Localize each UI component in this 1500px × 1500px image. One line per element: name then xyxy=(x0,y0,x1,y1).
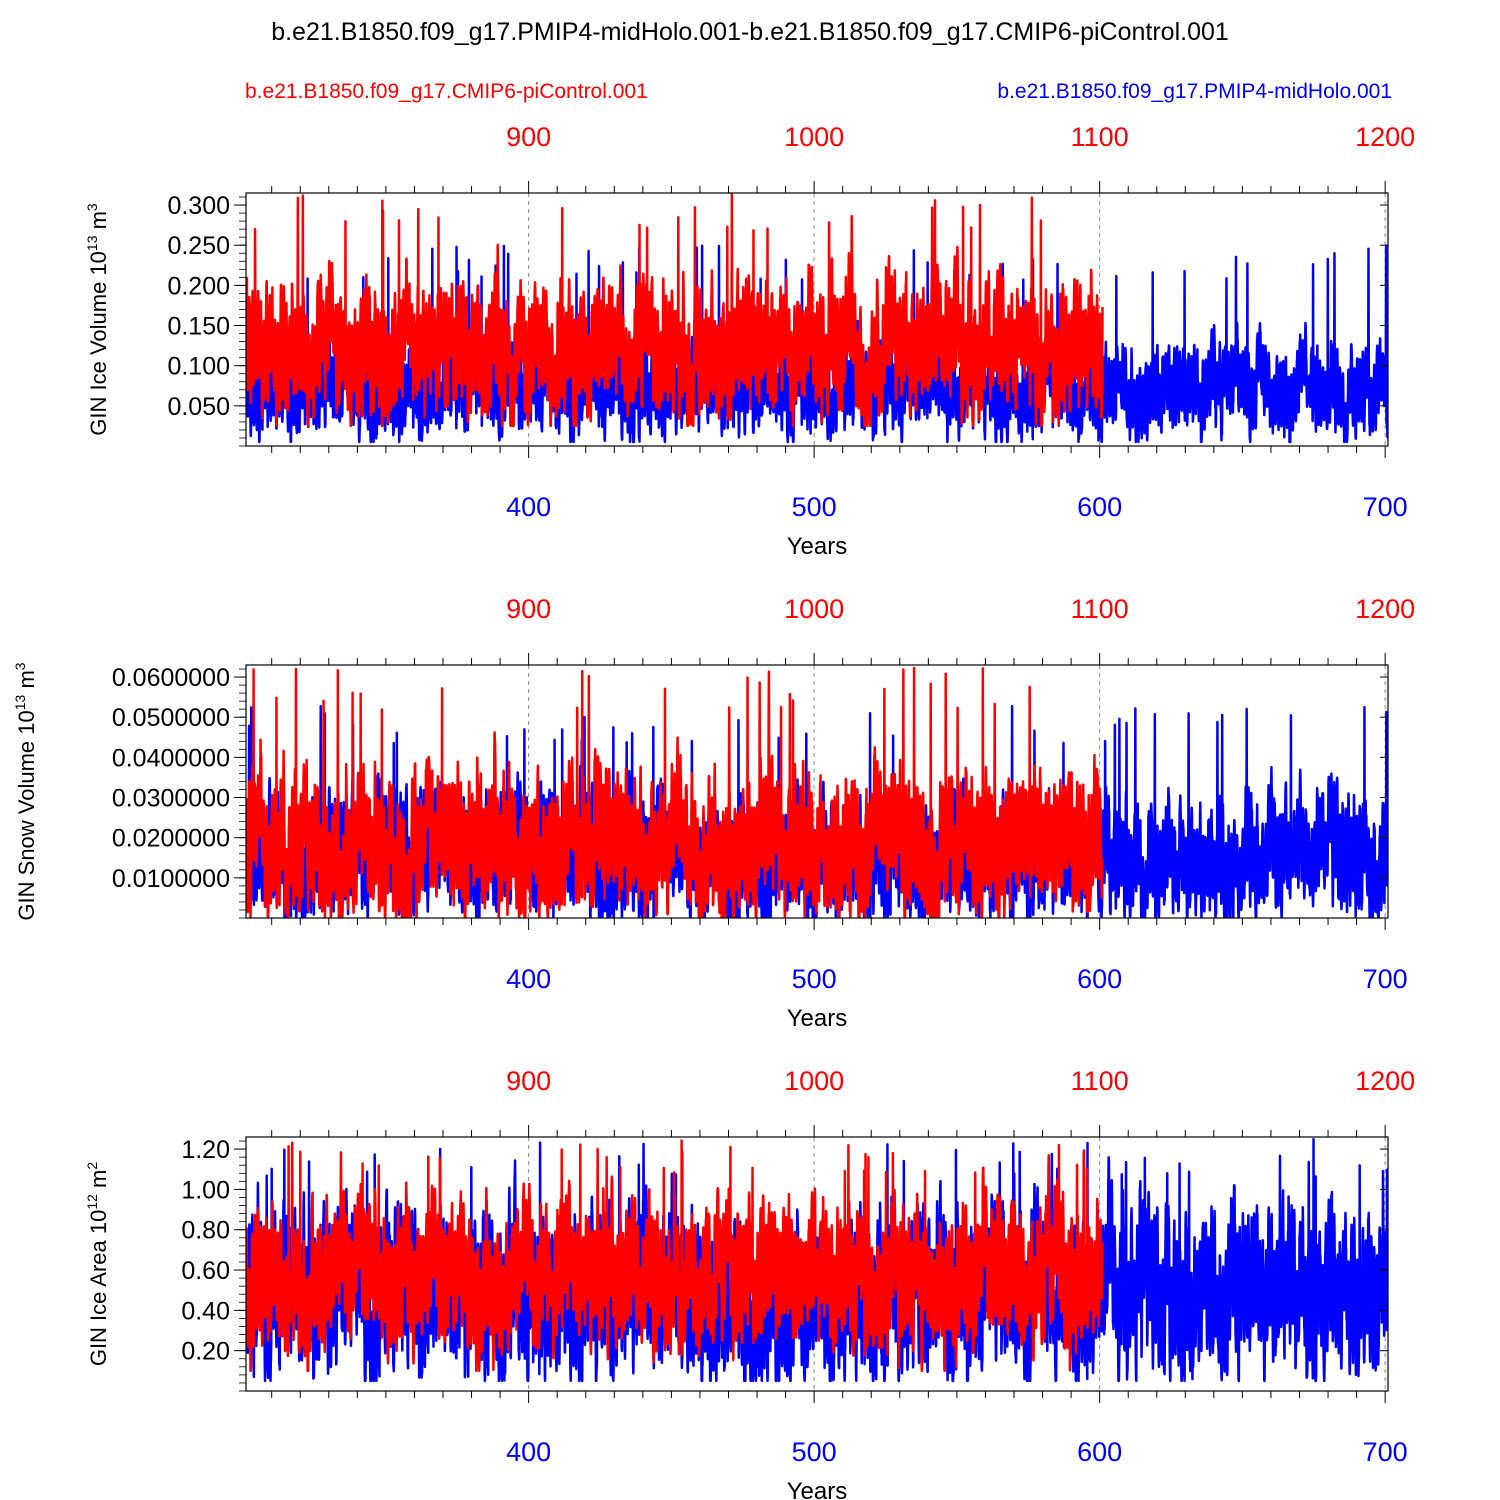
ytick-label-5: 1.20 xyxy=(181,1136,230,1164)
ytick-label-5: 0.0600000 xyxy=(112,664,230,692)
xtick-label-top-900: 900 xyxy=(506,594,551,624)
xtick-label-top-1100: 1100 xyxy=(1071,1066,1129,1096)
xtick-label-top-1000: 1000 xyxy=(784,1066,844,1096)
xtick-label-top-1200: 1200 xyxy=(1355,594,1415,624)
ytick-label-0: 0.20 xyxy=(181,1338,230,1366)
x-axis-label: Years xyxy=(787,1478,848,1500)
xtick-label-bottom-600: 600 xyxy=(1077,492,1122,522)
series-line-picontrol xyxy=(246,666,1104,918)
xtick-label-bottom-500: 500 xyxy=(792,964,837,994)
ytick-label-5: 0.300 xyxy=(167,192,230,220)
ytick-label-3: 0.80 xyxy=(181,1217,230,1245)
ytick-label-4: 0.250 xyxy=(167,232,230,260)
xtick-label-top-1000: 1000 xyxy=(784,122,844,152)
series-group xyxy=(246,666,1388,918)
xtick-label-bottom-500: 500 xyxy=(792,1437,837,1467)
ytick-label-4: 1.00 xyxy=(181,1176,230,1204)
xtick-label-top-1100: 1100 xyxy=(1071,594,1129,624)
xtick-label-bottom-700: 700 xyxy=(1363,964,1408,994)
xtick-label-bottom-400: 400 xyxy=(506,492,551,522)
xtick-label-bottom-500: 500 xyxy=(792,492,837,522)
ytick-label-0: 0.050 xyxy=(167,393,230,421)
ytick-label-2: 0.150 xyxy=(167,313,230,341)
ytick-label-3: 0.200 xyxy=(167,272,230,300)
series-group xyxy=(246,1137,1388,1383)
plot-frame xyxy=(245,664,1389,919)
legend-control-run: b.e21.B1850.f09_g17.CMIP6-piControl.001 xyxy=(245,80,648,103)
ytick-label-4: 0.0500000 xyxy=(112,704,230,732)
xtick-label-bottom-600: 600 xyxy=(1077,1437,1122,1467)
ytick-label-1: 0.40 xyxy=(181,1297,230,1325)
y-axis-label: GIN Ice Volume 1013 m3 xyxy=(84,203,111,436)
series-group xyxy=(246,193,1388,444)
xtick-label-top-1000: 1000 xyxy=(784,594,844,624)
panel-1: 0.050 0.100 0.150 0.200 0.250 0.300 400 500 600 7… xyxy=(84,122,1415,560)
ytick-label-3: 0.0400000 xyxy=(112,744,230,772)
series-line-picontrol xyxy=(246,1139,1104,1373)
panel-3: 0.20 0.40 0.60 0.80 1.00 1.20 400 500 600 700 900 1… xyxy=(84,1066,1415,1500)
xtick-label-bottom-700: 700 xyxy=(1363,492,1408,522)
ytick-label-1: 0.0200000 xyxy=(112,825,230,853)
xtick-label-top-1100: 1100 xyxy=(1071,122,1129,152)
xtick-label-bottom-600: 600 xyxy=(1077,964,1122,994)
xtick-label-top-1200: 1200 xyxy=(1355,122,1415,152)
ytick-label-0: 0.0100000 xyxy=(112,865,230,893)
x-axis-label: Years xyxy=(787,1005,848,1032)
y-axis-label: GIN Ice Area 1012 m2 xyxy=(84,1162,111,1367)
xtick-label-top-900: 900 xyxy=(506,1066,551,1096)
series-line-picontrol xyxy=(246,193,1104,428)
legend-experiment-run: b.e21.B1850.f09_g17.PMIP4-midHolo.001 xyxy=(997,80,1392,103)
xtick-label-top-900: 900 xyxy=(506,122,551,152)
plot-frame xyxy=(245,192,1389,447)
panel-2: 0.0100000 0.0200000 0.0300000 0.0400000 0.05… xyxy=(12,594,1415,1032)
y-axis-label: GIN Snow Volume 1013 m3 xyxy=(12,662,39,920)
xtick-label-top-1200: 1200 xyxy=(1355,1066,1415,1096)
xtick-label-bottom-400: 400 xyxy=(506,964,551,994)
ytick-label-2: 0.60 xyxy=(181,1257,230,1285)
x-axis-label: Years xyxy=(787,533,848,560)
figure-title: b.e21.B1850.f09_g17.PMIP4-midHolo.001-b.… xyxy=(271,18,1229,46)
ytick-label-2: 0.0300000 xyxy=(112,785,230,813)
ytick-label-1: 0.100 xyxy=(167,353,230,381)
xtick-label-bottom-700: 700 xyxy=(1363,1437,1408,1467)
plot-frame xyxy=(245,1136,1389,1392)
xtick-label-bottom-400: 400 xyxy=(506,1437,551,1467)
